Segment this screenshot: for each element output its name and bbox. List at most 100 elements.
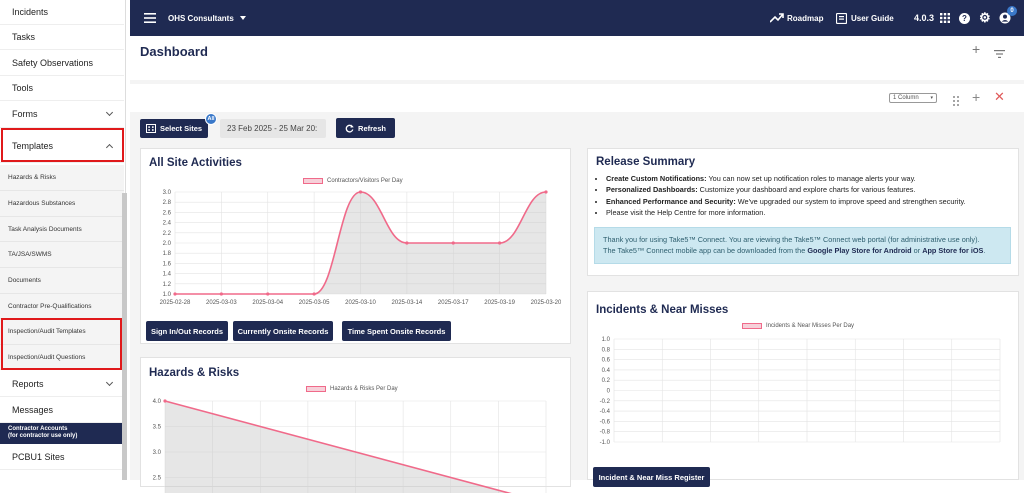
close-icon[interactable]: ✕ xyxy=(994,89,1005,104)
sign-in-out-records-button[interactable]: Sign In/Out Records xyxy=(146,321,228,341)
x-tick-label: 2025-03-20 xyxy=(531,300,561,306)
data-point xyxy=(173,292,177,296)
sidebar-subitem-inspection-templates[interactable]: Inspection/Audit Templates xyxy=(0,319,124,345)
sidebar-subitem-ta-jsa-swms[interactable]: TA/JSA/SWMS xyxy=(0,242,124,268)
top-navbar: OHS Consultants Roadmap User Guide 4.0.3… xyxy=(130,0,1024,36)
refresh-button[interactable]: Refresh xyxy=(336,118,395,138)
sidebar-item-messages[interactable]: Messages xyxy=(0,397,124,423)
legend-label: Contractors/Visitors Per Day xyxy=(327,178,403,184)
release-note-text: Please visit the Help Centre for more in… xyxy=(606,207,766,217)
user-guide-link[interactable]: User Guide xyxy=(836,0,894,36)
sidebar-item-label: Messages xyxy=(12,404,54,415)
sidebar-item-tasks[interactable]: Tasks xyxy=(0,25,124,50)
column-layout-select[interactable]: 1 Column ▾ xyxy=(889,93,937,103)
sites-badge: All xyxy=(205,113,217,125)
release-notes-list: Create Custom Notifications: You can now… xyxy=(606,173,966,218)
sidebar-subitem-label: Documents xyxy=(8,277,41,284)
sidebar-subitem-label: Contractor Pre-Qualifications xyxy=(8,302,92,310)
sidebar-scrollbar[interactable] xyxy=(122,193,127,480)
data-point xyxy=(163,399,167,403)
y-tick-label: 0.6 xyxy=(602,358,611,364)
user-account-icon[interactable]: 0 xyxy=(999,0,1017,36)
y-tick-label: -0.8 xyxy=(600,430,611,436)
chevron-down-icon xyxy=(105,378,114,386)
help-icon[interactable]: ? xyxy=(959,0,970,36)
time-spent-onsite-records-button[interactable]: Time Spent Onsite Records xyxy=(342,321,451,341)
add-widget-icon[interactable]: + xyxy=(972,41,981,57)
gear-icon[interactable]: ⚙ xyxy=(979,10,991,25)
y-tick-label: 0 xyxy=(607,389,611,395)
y-tick-label: 3.5 xyxy=(153,425,162,431)
release-note-heading: Create Custom Notifications: xyxy=(606,174,707,183)
sidebar-subitem-label: Hazardous Substances xyxy=(8,200,76,207)
add-icon[interactable]: + xyxy=(972,89,981,105)
sidebar-item-templates[interactable]: Templates xyxy=(0,130,124,163)
legend-swatch xyxy=(742,323,762,329)
info-line: The Take5™ Connect mobile app can be dow… xyxy=(603,245,1002,256)
org-selector[interactable]: OHS Consultants xyxy=(168,0,246,36)
sidebar-subitem-task-analysis[interactable]: Task Analysis Documents xyxy=(0,217,124,242)
sidebar-item-pcbu1-sites[interactable]: PCBU1 Sites xyxy=(0,444,124,470)
chart-legend[interactable]: Hazards & Risks Per Day xyxy=(306,386,398,392)
select-sites-button[interactable]: Select Sites xyxy=(140,119,208,138)
sidebar-subitem-hazardous-substances[interactable]: Hazardous Substances xyxy=(0,191,124,217)
info-text: . xyxy=(983,246,986,255)
apps-grid-icon[interactable] xyxy=(940,0,950,36)
release-note-text: You can now set up notification roles to… xyxy=(706,174,916,183)
y-tick-label: 0.8 xyxy=(602,347,611,353)
y-tick-label: -1.0 xyxy=(600,440,611,446)
sidebar-subitem-contractor-prequal[interactable]: Contractor Pre-Qualifications xyxy=(0,294,124,319)
sidebar-item-label: PCBU1 Sites xyxy=(12,451,65,462)
y-tick-label: 3.0 xyxy=(163,190,172,196)
y-tick-label: 1.0 xyxy=(602,337,611,343)
book-icon xyxy=(836,12,847,24)
roadmap-link[interactable]: Roadmap xyxy=(770,0,823,36)
x-tick-label: 2025-03-03 xyxy=(206,300,237,306)
sidebar-subitem-documents[interactable]: Documents xyxy=(0,268,124,294)
currently-onsite-records-button[interactable]: Currently Onsite Records xyxy=(233,321,333,341)
help-glyph: ? xyxy=(959,12,970,24)
sidebar-subitem-hazards-risks[interactable]: Hazards & Risks xyxy=(0,165,124,191)
contractors-visitors-chart: 3.0 2.8 2.6 2.4 2.2 2.0 1.8 1.6 1.4 1.2 1.0 2025-02… xyxy=(160,190,561,306)
x-tick-label: 2025-03-19 xyxy=(484,300,515,306)
y-tick-label: 3.0 xyxy=(153,450,162,456)
chart-legend[interactable]: Contractors/Visitors Per Day xyxy=(303,178,403,184)
sidebar-item-label: Tools xyxy=(12,83,34,93)
y-tick-label: 2.0 xyxy=(163,241,172,247)
x-tick-label: 2025-03-14 xyxy=(392,300,423,306)
data-point xyxy=(544,190,548,194)
drag-handle-icon[interactable] xyxy=(953,93,959,111)
x-tick-label: 2025-03-04 xyxy=(252,300,283,306)
sidebar-item-incidents[interactable]: Incidents xyxy=(0,0,124,25)
hamburger-menu-icon[interactable] xyxy=(144,0,156,36)
page-header: Dashboard + xyxy=(130,36,1024,80)
sidebar-item-safety-observations[interactable]: Safety Observations xyxy=(0,50,124,76)
page-title: Dashboard xyxy=(140,44,208,59)
legend-label: Incidents & Near Misses Per Day xyxy=(766,323,855,329)
google-play-link[interactable]: Google Play Store for Android xyxy=(807,246,912,255)
trending-icon xyxy=(770,13,784,23)
y-tick-label: 2.4 xyxy=(163,221,172,227)
main-content: Dashboard + 1 Column ▾ + ✕ Select Sites A… xyxy=(130,36,1024,493)
y-tick-label: 1.2 xyxy=(163,282,172,288)
release-note-heading: Personalized Dashboards: xyxy=(606,185,698,195)
date-range-input[interactable]: 23 Feb 2025 - 25 Mar 20: xyxy=(220,119,326,138)
select-sites-label: Select Sites xyxy=(159,124,203,133)
sidebar-item-tools[interactable]: Tools xyxy=(0,76,124,101)
release-note-heading: Enhanced Performance and Security: xyxy=(606,196,736,206)
filter-icon[interactable] xyxy=(994,45,1005,63)
hazards-risks-card: Hazards & Risks Hazards & Risks Per Day … xyxy=(140,357,571,493)
sidebar-subitem-inspection-questions[interactable]: Inspection/Audit Questions xyxy=(0,345,124,370)
app-store-link[interactable]: App Store for iOS xyxy=(922,246,984,255)
x-tick-label: 2025-03-17 xyxy=(438,300,469,306)
sidebar-subitem-label: Inspection/Audit Questions xyxy=(8,353,86,361)
y-tick-label: 1.6 xyxy=(163,261,172,267)
hazards-risks-chart: 4.03.53.02.52.0 xyxy=(153,399,547,493)
x-tick-label: 2025-03-10 xyxy=(345,300,376,306)
sidebar-item-forms[interactable]: Forms xyxy=(0,101,124,128)
card-title: All Site Activities xyxy=(149,157,242,169)
incident-near-miss-register-button[interactable]: Incident & Near Miss Register xyxy=(593,467,710,487)
refresh-label: Refresh xyxy=(358,123,386,133)
chart-legend[interactable]: Incidents & Near Misses Per Day xyxy=(742,323,854,329)
sidebar-item-reports[interactable]: Reports xyxy=(0,371,124,397)
